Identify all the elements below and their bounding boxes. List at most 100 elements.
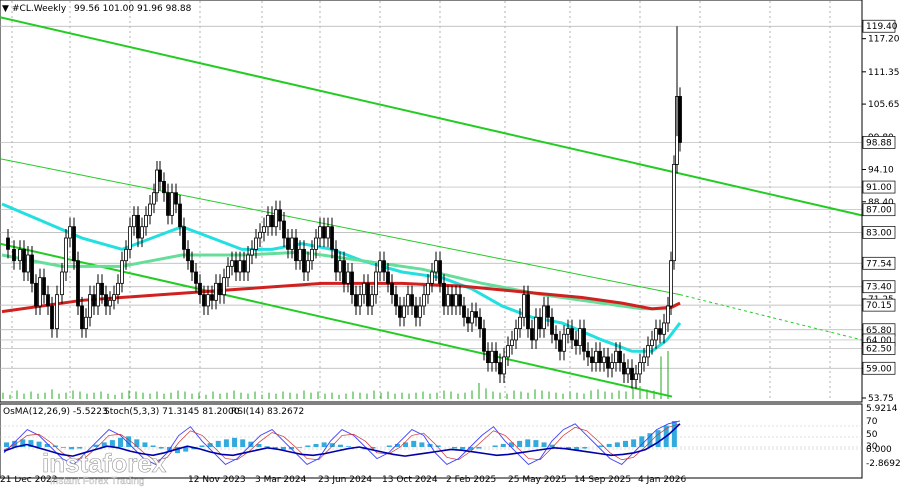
chart-menu-icon[interactable]: ▼ [2, 4, 9, 14]
candle-body [186, 248, 190, 262]
candle-body [166, 192, 170, 216]
candle-body [72, 226, 76, 262]
osma-bar [77, 447, 83, 449]
indicator-axis-label: 50 [866, 430, 878, 440]
candle-body [498, 362, 502, 375]
candle-body [314, 237, 318, 250]
stoch-signal-line [3, 423, 681, 462]
osma-bar [256, 443, 262, 447]
osma-bar [126, 436, 132, 447]
candle-body [144, 214, 148, 228]
candle-body [534, 316, 538, 341]
candle-body [578, 328, 582, 347]
candle-body [266, 214, 270, 228]
osma-bar [631, 439, 637, 447]
osma-bar [264, 446, 270, 447]
candle-body [658, 328, 662, 335]
candle-body [430, 271, 434, 284]
osma-bar [305, 445, 311, 447]
candle-body [386, 271, 390, 284]
price-tick-label: 88.40 [868, 198, 894, 208]
candle-body [546, 305, 550, 318]
time-axis-label: 3 Mar 2024 [255, 475, 307, 485]
price-level-label: 91.00 [866, 183, 892, 193]
price-level-box [862, 19, 896, 33]
indicator-pane[interactable] [0, 403, 863, 479]
osma-bar [175, 447, 181, 454]
candle-body [574, 339, 578, 347]
candle-body [450, 294, 454, 307]
candle-body [158, 169, 162, 182]
price-level-box [862, 256, 896, 270]
candle-body [406, 294, 410, 307]
osma-bar [403, 442, 409, 447]
chart-grid [0, 1, 862, 401]
candle-body [618, 350, 622, 364]
candle-body [638, 362, 642, 375]
osma-bar [500, 443, 506, 447]
candle-body [42, 277, 46, 296]
candle-body [190, 260, 194, 273]
channel-line [0, 158, 681, 296]
price-level-label: 73.40 [866, 283, 892, 293]
candle-body [92, 294, 96, 307]
candle-body [178, 203, 182, 228]
candle-body [458, 294, 462, 307]
price-axis: 117.20111.35105.6599.8094.1088.4082.7076… [861, 0, 900, 404]
candle-body [662, 322, 666, 335]
candle-body [120, 260, 124, 284]
osma-bar [28, 440, 34, 447]
candle-body [238, 260, 242, 273]
candle-body [346, 271, 350, 284]
candle-body [538, 316, 542, 330]
osma-bar [36, 441, 42, 447]
candle-body [550, 316, 554, 335]
candle-body [250, 248, 254, 256]
candle-body [214, 282, 218, 301]
candle-body [474, 311, 478, 318]
candle-body [438, 260, 442, 284]
candle-body [514, 328, 518, 341]
osma-bar [158, 447, 164, 449]
osma-bar [606, 443, 612, 447]
osma-bar [150, 445, 156, 447]
osma-bar [622, 440, 628, 447]
osma-bar [118, 437, 124, 447]
candle-body [60, 271, 64, 296]
candle-body [124, 248, 128, 262]
symbol-label: #CL.Weekly [12, 4, 67, 14]
price-level-label: 65.80 [866, 326, 892, 336]
osma-bar [533, 440, 539, 447]
candle-body [602, 356, 606, 364]
osma-bar [44, 443, 50, 447]
candle-body [378, 260, 382, 273]
price-pane[interactable] [0, 0, 863, 403]
price-level-label: 98.88 [866, 138, 892, 148]
candle-body [112, 294, 116, 301]
candle-body [202, 294, 206, 307]
candle-body [218, 282, 222, 296]
candle-body [294, 237, 298, 262]
candle-body [394, 294, 398, 307]
price-tick-label: 105.65 [868, 100, 900, 110]
candle-body [382, 260, 386, 273]
price-level-box [862, 226, 896, 239]
candle-body [402, 305, 406, 318]
osma-bar [468, 447, 474, 451]
time-axis: 21 Dec 2022 12 Nov 2023 3 Mar 2024 23 Jun 2… [0, 475, 686, 485]
osma-bar [134, 439, 140, 447]
osma-bar [386, 445, 392, 447]
candle-body [226, 265, 230, 279]
candle-body [302, 248, 306, 273]
candle-body [610, 362, 614, 369]
candle-body [558, 339, 562, 352]
price-level-label: 59.00 [866, 364, 892, 374]
indicator-axis-label: 5.9214 [866, 404, 898, 414]
stoch-label: Stoch(5,3,3) 71.3145 81.2000 [104, 407, 240, 417]
candle-body [234, 260, 238, 273]
price-level-label: 83.00 [866, 228, 892, 238]
trend-channel-lines [0, 16, 863, 398]
osma-bar [411, 440, 417, 447]
candle-body [398, 305, 402, 318]
